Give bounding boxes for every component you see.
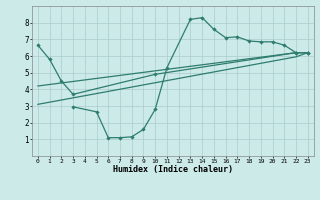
X-axis label: Humidex (Indice chaleur): Humidex (Indice chaleur) <box>113 165 233 174</box>
